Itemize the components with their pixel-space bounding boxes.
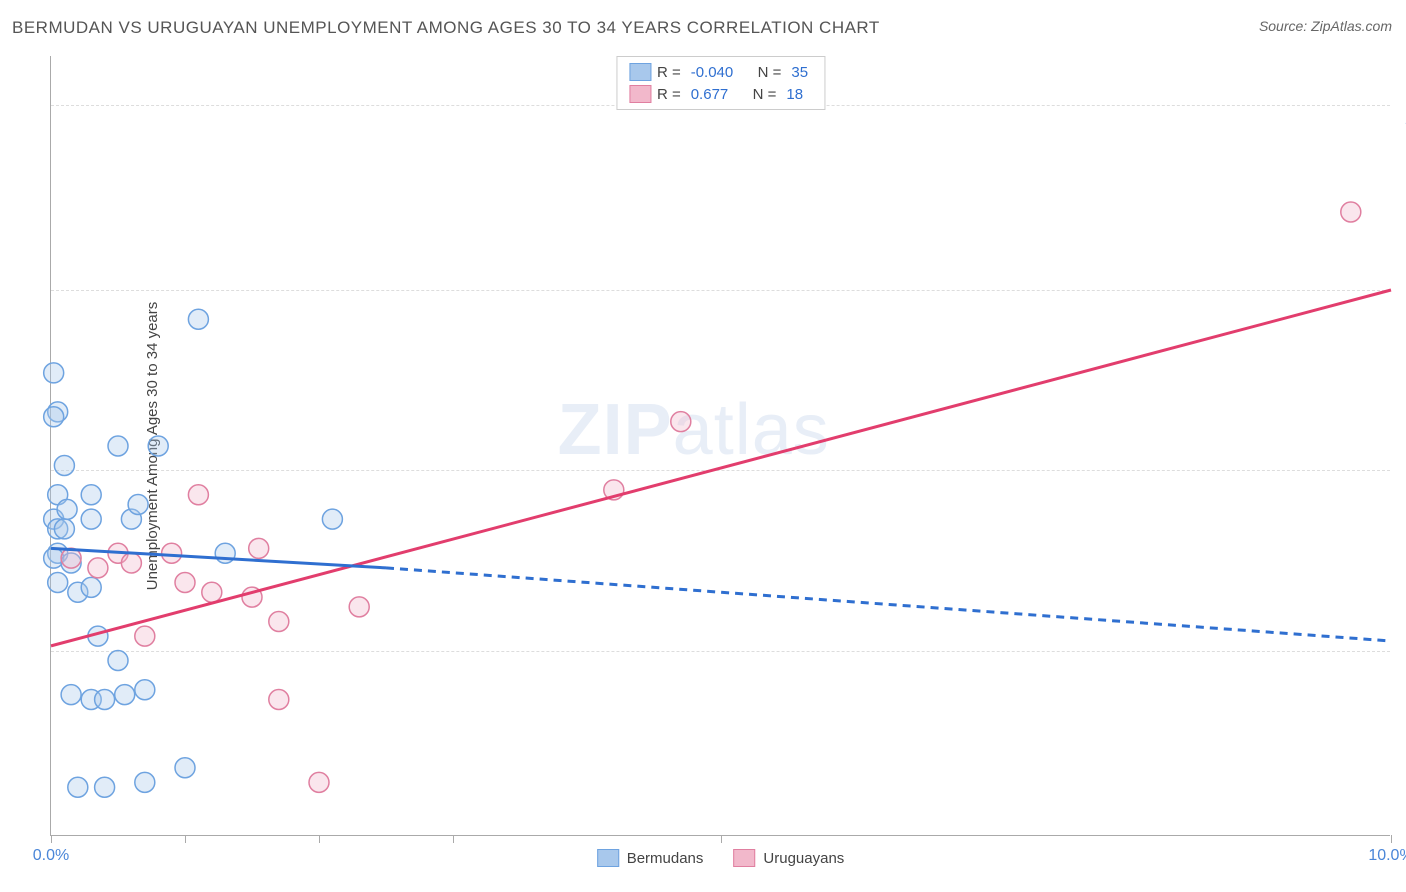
data-point — [671, 412, 691, 432]
swatch-bermudans-icon — [597, 849, 619, 867]
data-point — [81, 509, 101, 529]
data-point — [68, 777, 88, 797]
plot-svg — [51, 56, 1390, 835]
x-tick — [185, 835, 186, 843]
data-point — [48, 573, 68, 593]
data-point — [88, 558, 108, 578]
data-point — [322, 509, 342, 529]
data-point — [1341, 202, 1361, 222]
data-point — [175, 573, 195, 593]
legend-item-uruguayans: Uruguayans — [733, 849, 844, 867]
correlation-chart: BERMUDAN VS URUGUAYAN UNEMPLOYMENT AMONG… — [0, 0, 1406, 892]
source-label: Source: ZipAtlas.com — [1259, 18, 1392, 34]
data-point — [162, 543, 182, 563]
data-point — [175, 758, 195, 778]
data-point — [54, 519, 74, 539]
data-point — [135, 772, 155, 792]
data-point — [148, 436, 168, 456]
series-legend: Bermudans Uruguayans — [597, 849, 845, 867]
legend-item-bermudans: Bermudans — [597, 849, 704, 867]
data-point — [188, 485, 208, 505]
plot-area: ZIPatlas 3.8%7.5%11.2%15.0% R = -0.040 N… — [50, 56, 1390, 836]
data-point — [61, 685, 81, 705]
data-point — [57, 499, 77, 519]
data-point — [115, 685, 135, 705]
data-point — [135, 680, 155, 700]
x-tick-label: 0.0% — [33, 847, 69, 865]
x-tick — [721, 835, 722, 843]
data-point — [54, 456, 74, 476]
trend-line — [386, 568, 1391, 641]
x-tick — [453, 835, 454, 843]
x-tick-label: 10.0% — [1368, 847, 1406, 865]
chart-title: BERMUDAN VS URUGUAYAN UNEMPLOYMENT AMONG… — [12, 18, 880, 38]
data-point — [269, 690, 289, 710]
data-point — [108, 651, 128, 671]
data-point — [188, 309, 208, 329]
data-point — [309, 772, 329, 792]
swatch-uruguayans-icon — [733, 849, 755, 867]
data-point — [95, 690, 115, 710]
trend-line — [51, 290, 1391, 646]
x-tick — [1391, 835, 1392, 843]
data-point — [108, 436, 128, 456]
data-point — [81, 577, 101, 597]
data-point — [269, 612, 289, 632]
data-point — [202, 582, 222, 602]
x-tick — [51, 835, 52, 843]
data-point — [349, 597, 369, 617]
data-point — [95, 777, 115, 797]
data-point — [44, 363, 64, 383]
data-point — [81, 485, 101, 505]
data-point — [121, 553, 141, 573]
data-point — [249, 538, 269, 558]
data-point — [135, 626, 155, 646]
data-point — [44, 407, 64, 427]
x-tick — [319, 835, 320, 843]
data-point — [128, 495, 148, 515]
